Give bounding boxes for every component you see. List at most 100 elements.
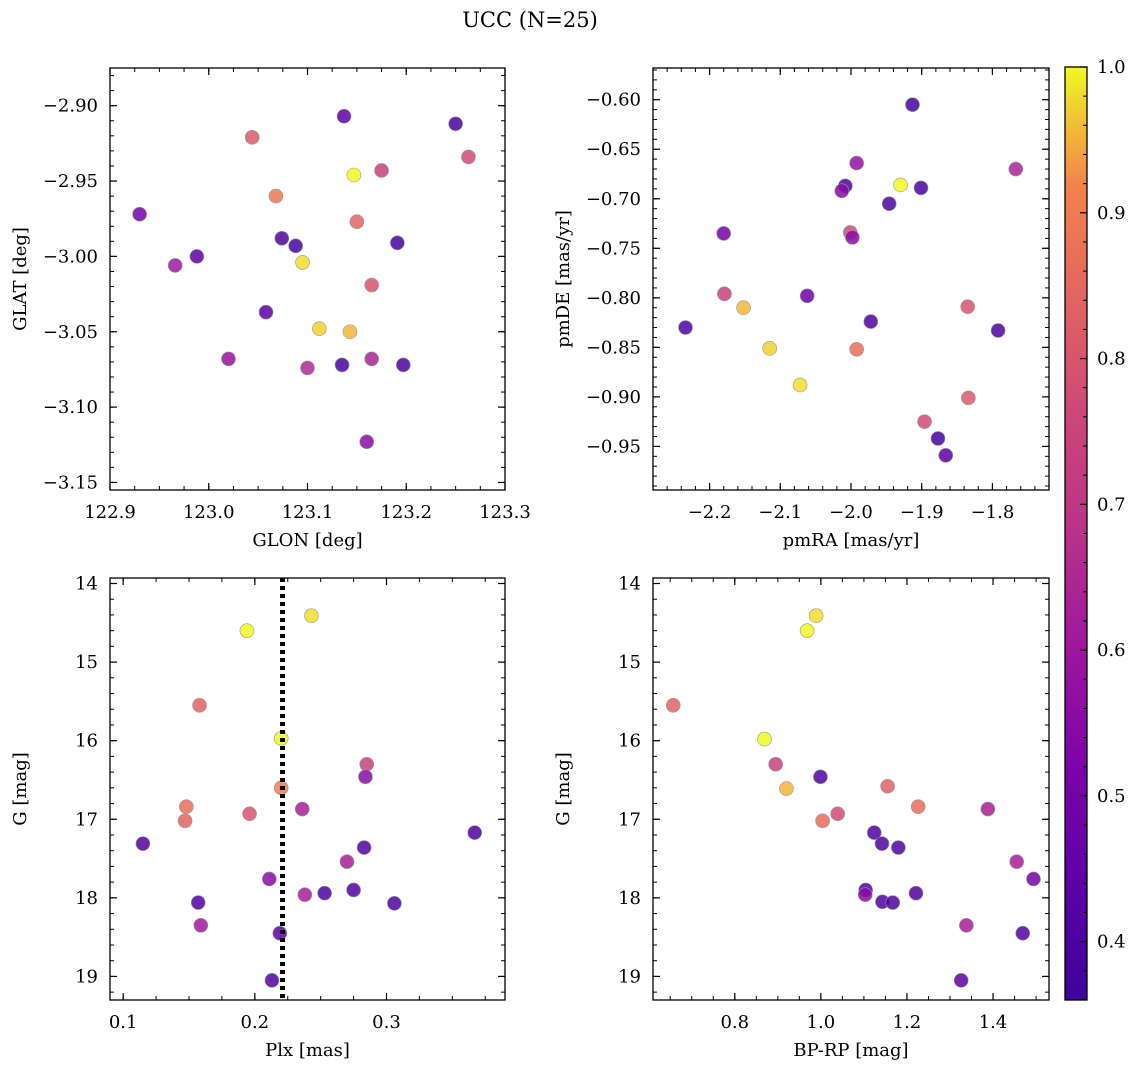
scatter-point (768, 756, 783, 772)
scatter-point (132, 206, 147, 222)
colorbar-tick-label: 1.0 (1097, 57, 1126, 78)
panel-glon-glat: 122.9 123.0 123.1 123.2 123.3 −3.15 −3.10 −3.05… (10, 67, 531, 551)
scatter-point (244, 130, 260, 145)
scatter-point (189, 249, 205, 264)
y-tick-label: 14 (75, 574, 98, 595)
scatter-point (1008, 161, 1024, 177)
scatter-point (274, 231, 290, 246)
scatter-point (300, 360, 315, 376)
scatter-point (980, 801, 996, 817)
scatter-point (239, 623, 255, 638)
scatter-point (849, 342, 864, 357)
scatter-point (938, 448, 954, 463)
y-tick-label: −0.65 (586, 139, 641, 160)
scatter-point (364, 351, 379, 367)
panel-plx-g: 0.1 0.2 0.3 14 15 16 17 18 19 Plx [mas] G [mag] (10, 574, 506, 1061)
scatter-point (461, 149, 476, 165)
scatter-point (258, 304, 274, 320)
y-tick-label: 16 (618, 731, 641, 752)
colorbar: 0.4 0.5 0.6 0.7 0.8 0.9 1.0 (1064, 57, 1126, 1001)
scatter-point (891, 840, 906, 855)
scatter-point (193, 918, 209, 933)
x-axis-label: BP-RP [mag] (793, 1040, 908, 1061)
y-axis-label: G [mag] (10, 752, 31, 825)
scatter-point (930, 431, 946, 446)
scatter-point (221, 351, 236, 367)
y-tick-label: 15 (618, 652, 641, 673)
scatter-point (792, 377, 808, 393)
scatter-point (866, 825, 882, 840)
scatter-point (374, 163, 389, 178)
scatter-point (339, 854, 355, 869)
x-tick-label: 1.2 (893, 1012, 922, 1033)
scatter-point (834, 183, 850, 199)
scatter-point (295, 255, 310, 270)
colorbar-tick-label: 0.7 (1097, 494, 1126, 515)
scatter-point (294, 801, 310, 817)
x-tick-label: 1.4 (979, 1012, 1008, 1033)
scatter-point (736, 300, 751, 316)
scatter-point (334, 357, 350, 373)
y-tick-label: −3.05 (43, 322, 98, 343)
scatter-point (665, 698, 681, 713)
scatter-point (880, 778, 895, 794)
scatter-point (857, 887, 873, 902)
y-tick-label: −2.95 (43, 171, 98, 192)
x-tick-label: 123.3 (479, 502, 531, 523)
scatter-point (359, 756, 375, 772)
x-tick-label: 0.2 (241, 1012, 270, 1033)
y-tick-label: 18 (618, 888, 641, 909)
scatter-point (1009, 854, 1025, 869)
scatter-point (885, 895, 901, 910)
y-tick-label: −3.00 (43, 246, 98, 267)
scatter-point (917, 414, 932, 429)
scatter-point (959, 918, 974, 933)
y-tick-label: 19 (75, 966, 98, 987)
scatter-point (908, 885, 924, 901)
scatter-point (863, 314, 879, 329)
scatter-point (830, 806, 845, 822)
x-axis-label: pmRA [mas/yr] (783, 530, 920, 551)
y-tick-label: −0.70 (586, 189, 641, 210)
x-tick-label: 1.0 (807, 1012, 836, 1033)
x-tick-label: 0.3 (372, 1012, 401, 1033)
x-tick-label: −2.2 (688, 502, 732, 523)
scatter-point (346, 882, 361, 898)
scatter-point (990, 323, 1006, 338)
x-tick-label: 123.2 (380, 502, 432, 523)
x-tick-label: −1.9 (900, 502, 944, 523)
scatter-point (757, 731, 772, 747)
scatter-point (905, 97, 920, 112)
scatter-point (1015, 925, 1031, 941)
y-tick-label: −3.10 (43, 397, 98, 418)
scatter-point (135, 836, 151, 851)
y-tick-label: −0.85 (586, 337, 641, 358)
scatter-point (167, 258, 183, 273)
axes-frame (652, 577, 1050, 1001)
scatter-point (779, 781, 794, 796)
colorbar-tick-label: 0.6 (1097, 640, 1126, 661)
scatter-point (317, 885, 332, 901)
scatter-point (342, 324, 358, 340)
y-tick-label: −0.60 (586, 90, 641, 111)
scatter-point (264, 973, 280, 988)
scatter-point (262, 871, 277, 887)
axes-frame (109, 577, 506, 1001)
figure-title: UCC (N=25) (462, 8, 598, 32)
scatter-point (346, 167, 362, 183)
x-tick-label: −2.1 (758, 502, 802, 523)
scatter-point (179, 799, 194, 814)
y-tick-label: −2.90 (43, 96, 98, 117)
scatter-point (242, 806, 257, 822)
scatter-point (288, 238, 303, 254)
y-tick-label: −3.15 (43, 472, 98, 493)
axes-frame (652, 67, 1050, 491)
panel-pmra-pmde: −2.2 −2.1 −2.0 −1.9 −1.8 −0.95 −0.90 −0.85 −0.80… (553, 67, 1050, 551)
scatter-point (881, 196, 897, 212)
scatter-point (815, 813, 830, 829)
x-tick-label: 0.8 (720, 1012, 749, 1033)
scatter-point (910, 799, 926, 814)
y-tick-label: −0.75 (586, 238, 641, 259)
scatter-point (268, 188, 284, 204)
